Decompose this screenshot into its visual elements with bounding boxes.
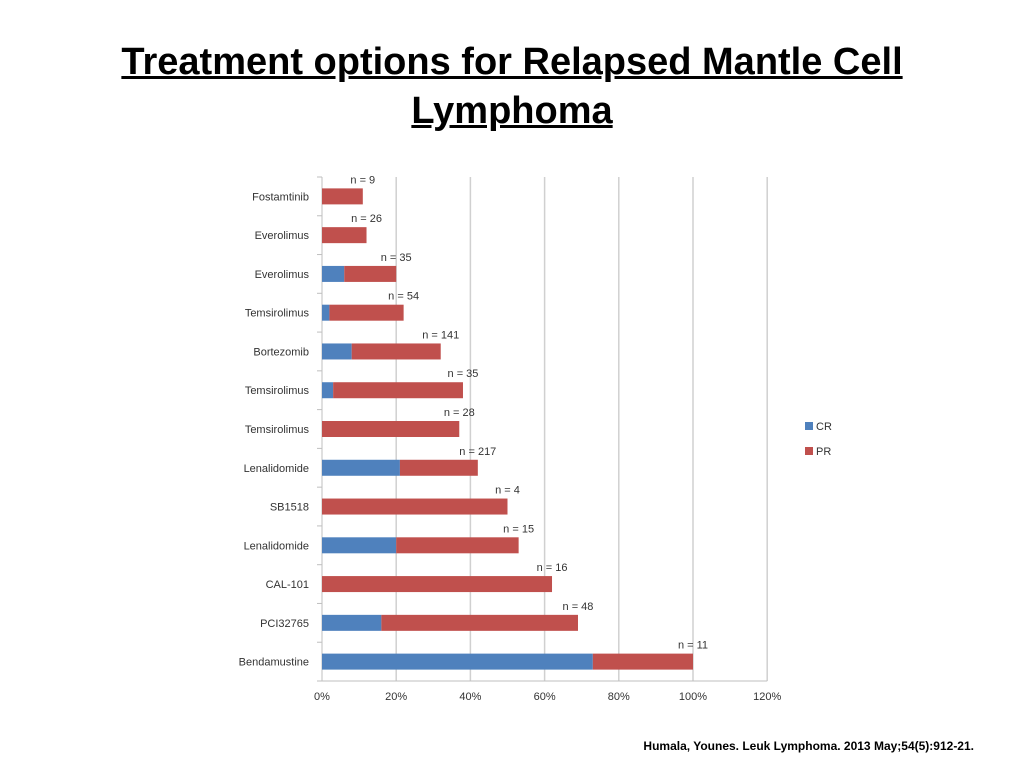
- bar-pr: [381, 614, 578, 631]
- legend-label-cr: CR: [816, 421, 832, 433]
- category-label: Everolimus: [255, 269, 310, 281]
- category-label: Lenalidomide: [244, 540, 309, 552]
- bar-pr: [351, 343, 441, 360]
- sample-size-label: n = 35: [381, 252, 412, 264]
- bar-pr: [329, 304, 404, 321]
- sample-size-label: n = 35: [448, 368, 479, 380]
- sample-size-label: n = 54: [388, 291, 419, 303]
- x-tick-label: 20%: [385, 691, 407, 703]
- category-label: Fostamtinib: [252, 191, 309, 203]
- bar-pr: [344, 265, 397, 282]
- category-label: Temsirolimus: [245, 385, 310, 397]
- bar-pr: [322, 498, 508, 515]
- category-label: Bortezomib: [253, 346, 309, 358]
- sample-size-label: n = 48: [563, 601, 594, 613]
- x-tick-label: 120%: [753, 691, 781, 703]
- category-label: SB1518: [270, 502, 309, 514]
- sample-size-label: n = 9: [350, 174, 375, 186]
- legend-swatch-cr: [805, 422, 813, 430]
- category-label: Temsirolimus: [245, 308, 310, 320]
- bar-cr: [322, 614, 382, 631]
- sample-size-label: n = 141: [422, 329, 459, 341]
- sample-size-label: n = 217: [459, 446, 496, 458]
- sample-size-label: n = 16: [537, 562, 568, 574]
- x-tick-label: 60%: [534, 691, 556, 703]
- legend-label-pr: PR: [816, 446, 831, 458]
- category-label: Lenalidomide: [244, 463, 309, 475]
- x-tick-label: 40%: [459, 691, 481, 703]
- sample-size-label: n = 15: [503, 523, 534, 535]
- bar-cr: [322, 459, 400, 476]
- bar-pr: [322, 576, 553, 593]
- labels: Fostamtinib n = 9 Everolimus n = 26 Everolim…: [239, 174, 708, 668]
- citation: Humala, Younes. Leuk Lymphoma. 2013 May;…: [643, 739, 974, 753]
- bar-pr: [399, 459, 478, 476]
- x-tick-label: 80%: [608, 691, 630, 703]
- bar-pr: [322, 421, 460, 437]
- category-label: CAL-101: [266, 579, 309, 591]
- bar-pr: [396, 537, 519, 554]
- bar-pr: [322, 188, 363, 205]
- sample-size-label: n = 4: [495, 485, 520, 497]
- bar-pr: [322, 227, 367, 244]
- bar-cr: [322, 304, 330, 321]
- bar-cr: [322, 537, 397, 554]
- x-tick-label: 100%: [679, 691, 707, 703]
- bar-pr: [592, 653, 693, 670]
- bar-cr: [322, 343, 352, 360]
- bar-cr: [322, 382, 334, 399]
- bar-cr: [322, 265, 345, 282]
- legend: CR PR: [805, 421, 832, 458]
- category-label: PCI32765: [260, 618, 309, 630]
- category-label: Bendamustine: [239, 657, 309, 669]
- category-label: Temsirolimus: [245, 424, 310, 436]
- x-tick-label: 0%: [314, 691, 330, 703]
- sample-size-label: n = 28: [444, 407, 475, 419]
- sample-size-label: n = 11: [678, 640, 708, 652]
- sample-size-label: n = 26: [351, 213, 382, 225]
- legend-swatch-pr: [805, 447, 813, 455]
- bar-pr: [333, 382, 463, 399]
- bars: [322, 188, 693, 670]
- bar-cr: [322, 653, 593, 670]
- category-label: Everolimus: [255, 230, 310, 242]
- slide-title: Treatment options for Relapsed Mantle Ce…: [121, 41, 903, 132]
